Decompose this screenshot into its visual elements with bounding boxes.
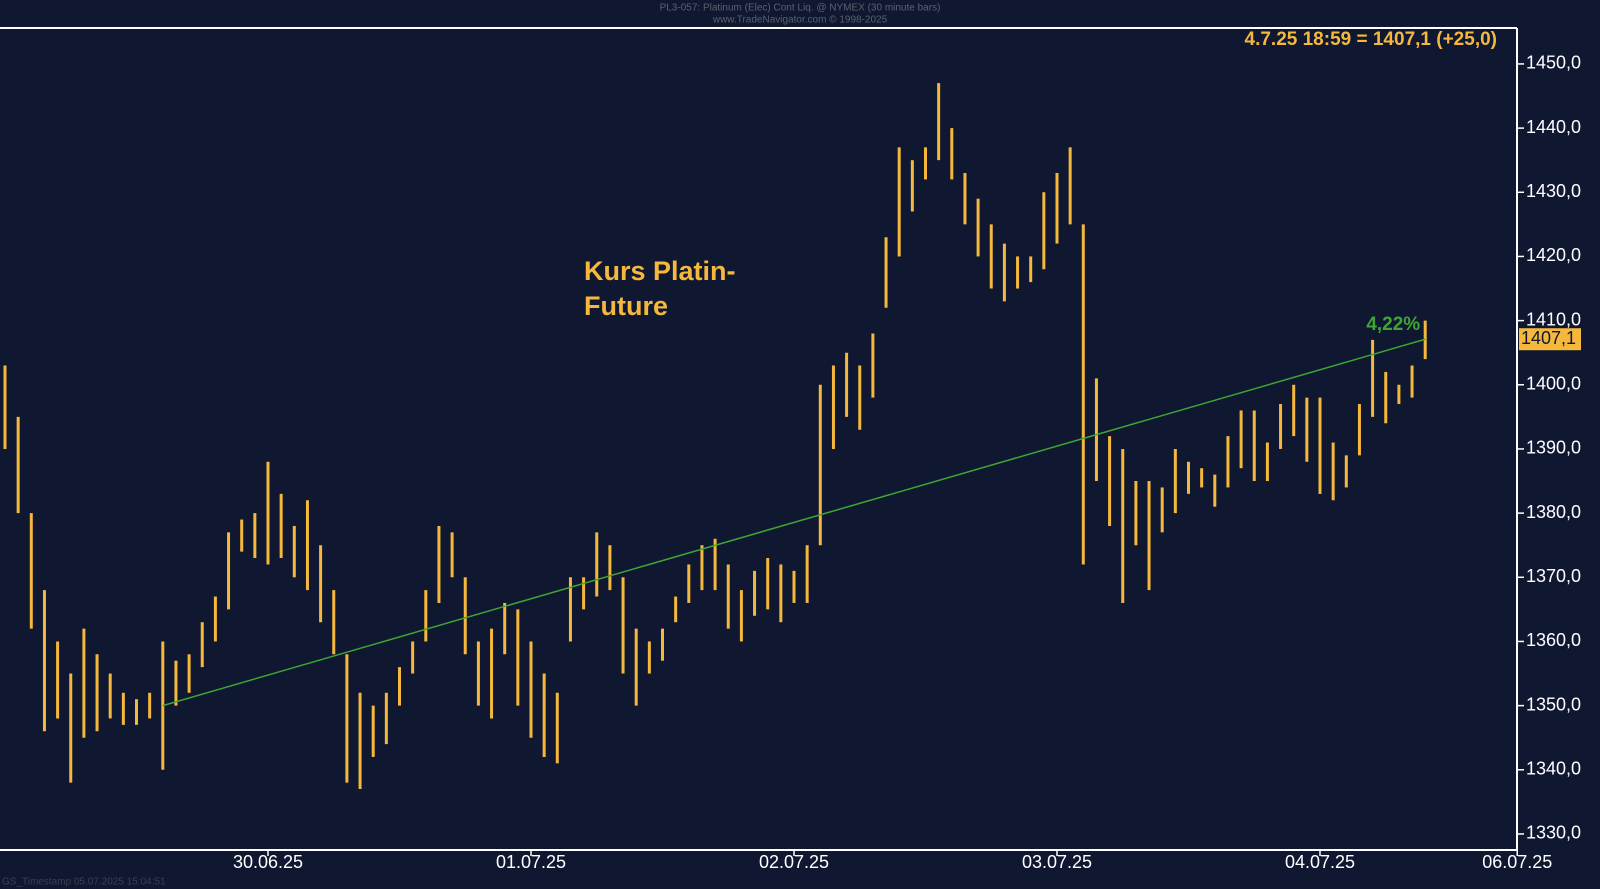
x-tick-label: 06.07.25 xyxy=(1482,852,1552,872)
y-tick-label: 1440,0 xyxy=(1526,117,1581,137)
y-tick-label: 1340,0 xyxy=(1526,759,1581,779)
x-tick-label: 30.06.25 xyxy=(233,852,303,872)
y-tick-label: 1400,0 xyxy=(1526,374,1581,394)
y-tick-label: 1380,0 xyxy=(1526,502,1581,522)
y-tick-label: 1420,0 xyxy=(1526,245,1581,265)
last-value-label: 1407,1 xyxy=(1521,328,1576,348)
y-tick-label: 1370,0 xyxy=(1526,566,1581,586)
x-tick-label: 01.07.25 xyxy=(496,852,566,872)
x-tick-label: 04.07.25 xyxy=(1285,852,1355,872)
annotation: Kurs Platin- xyxy=(584,256,736,286)
y-tick-label: 1330,0 xyxy=(1526,823,1581,843)
x-tick-label: 02.07.25 xyxy=(759,852,829,872)
last-value-box xyxy=(1519,328,1581,351)
header-line: PL3-057: Platinum (Elec) Cont Liq. @ NYM… xyxy=(660,3,941,14)
trend-line xyxy=(162,338,1426,707)
header-line: www.TradeNavigator.com © 1998-2025 xyxy=(712,15,888,26)
y-tick-label: 1450,0 xyxy=(1526,53,1581,73)
quote: 4.7.25 18:59 = 1407,1 (+25,0) xyxy=(1245,29,1497,50)
header-bar xyxy=(0,0,1600,28)
y-tick-label: 1430,0 xyxy=(1526,181,1581,201)
y-tick-label: 1390,0 xyxy=(1526,438,1581,458)
footer: GS_Timestamp 05.07.2025 15:04:51 xyxy=(2,877,166,888)
annotation: Future xyxy=(584,291,668,321)
trend-label: 4,22% xyxy=(1366,314,1420,335)
x-tick-label: 03.07.25 xyxy=(1022,852,1092,872)
y-tick-label: 1410,0 xyxy=(1526,309,1581,329)
y-tick-label: 1360,0 xyxy=(1526,630,1581,650)
y-tick-label: 1350,0 xyxy=(1526,694,1581,714)
